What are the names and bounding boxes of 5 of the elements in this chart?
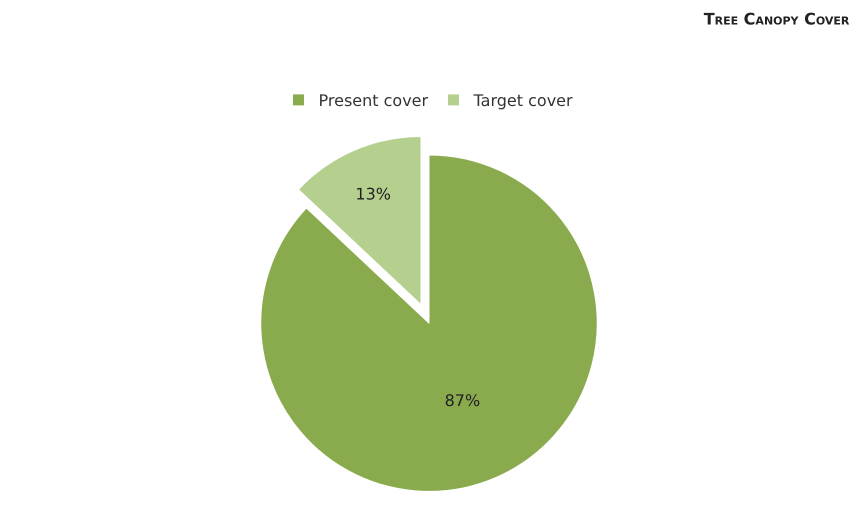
text: Tree Canopy Cover [704,9,850,28]
legend-label: Present cover [318,91,429,110]
legend-label: Target cover [472,91,573,110]
data-label: 13% [355,184,391,204]
data-label: 87% [444,390,480,410]
